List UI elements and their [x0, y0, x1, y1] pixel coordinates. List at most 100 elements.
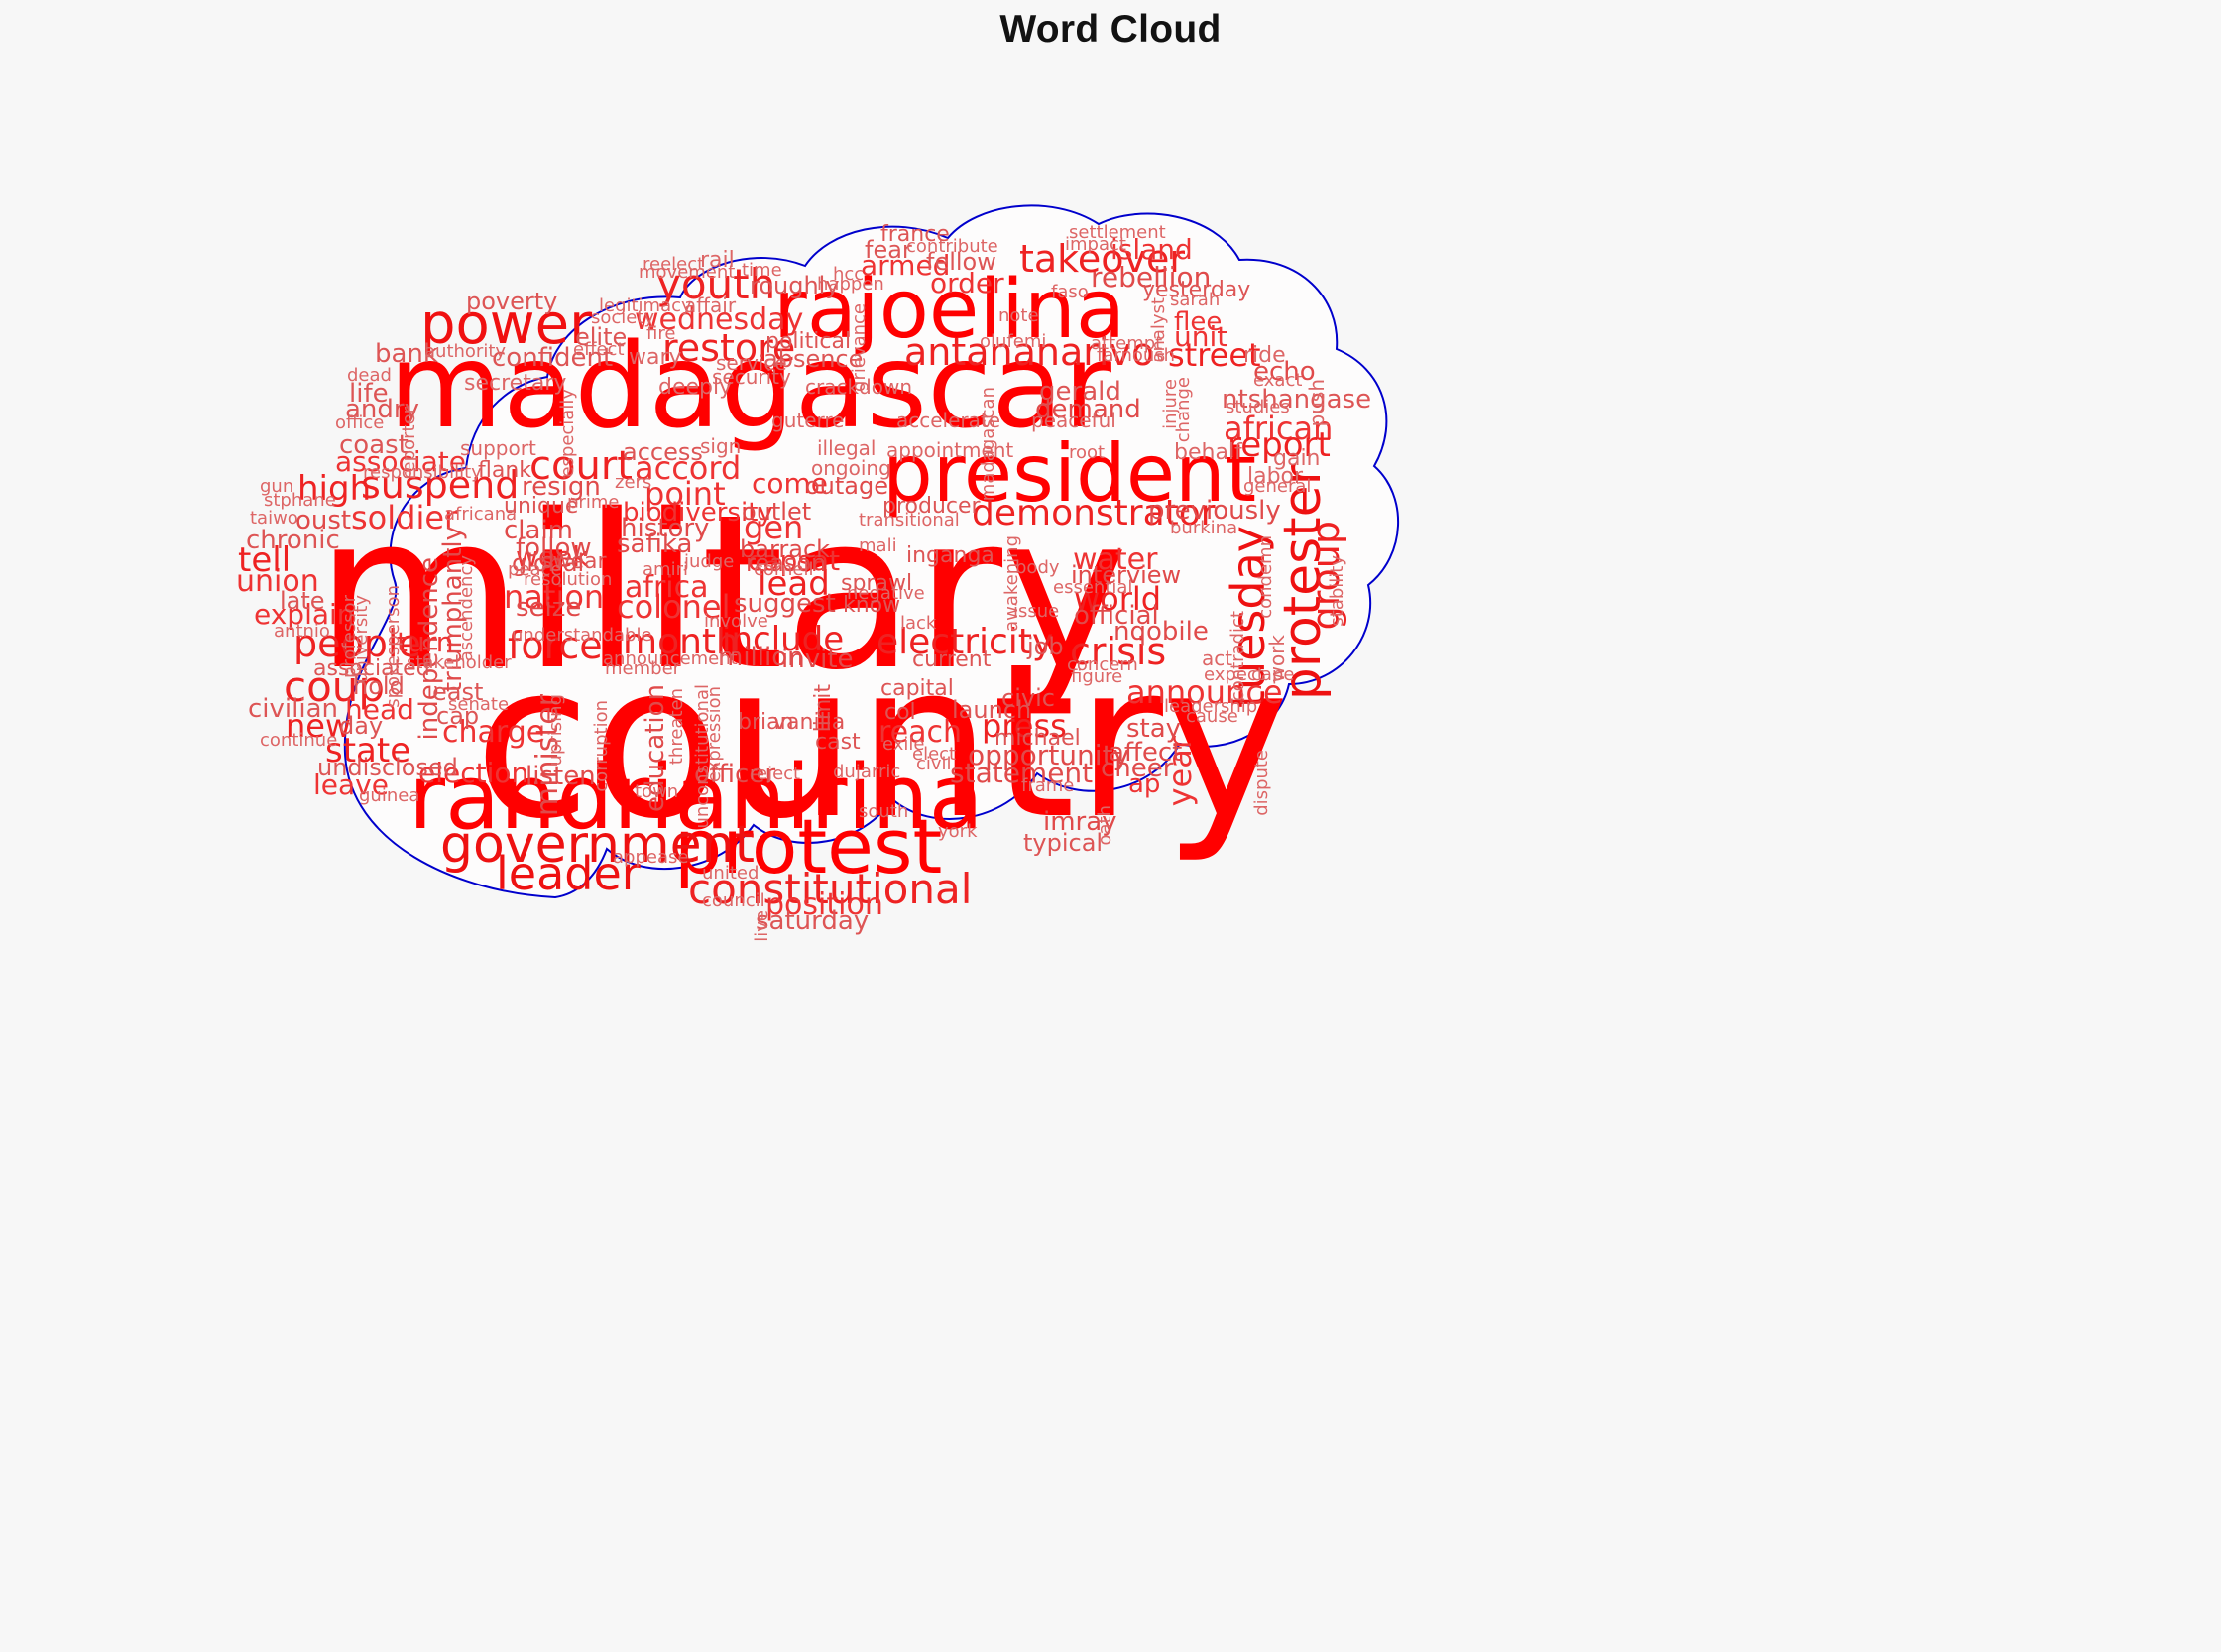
- cloud-word: flank: [478, 458, 532, 483]
- cloud-word: cast: [815, 730, 861, 755]
- cloud-word: new: [286, 707, 352, 745]
- cloud-word: uprising: [545, 694, 566, 767]
- cloud-word: york: [938, 821, 978, 842]
- cloud-word: essential: [1053, 577, 1133, 598]
- cloud-word: taiwo: [250, 508, 298, 529]
- cloud-word: ascendency: [456, 555, 477, 662]
- cloud-word: reason: [746, 549, 827, 577]
- cloud-word: crackdown: [805, 375, 913, 399]
- cloud-word: affair: [684, 294, 737, 317]
- cloud-word: soldier: [351, 499, 458, 536]
- cloud-word: randrianirina: [409, 746, 984, 850]
- cloud-word: opportunity: [968, 739, 1130, 771]
- cloud-word: launch: [952, 696, 1032, 724]
- cloud-word: leader: [496, 847, 641, 900]
- cloud-word: point: [644, 475, 726, 513]
- cloud-word: resolution: [524, 569, 613, 590]
- cloud-word: behalf: [1174, 440, 1242, 465]
- cloud-word: know: [843, 593, 901, 618]
- cloud-word: street: [1168, 336, 1261, 374]
- cloud-word: movement: [639, 262, 736, 283]
- cloud-word: inganga: [906, 543, 994, 568]
- cloud-word: announce: [1126, 673, 1283, 711]
- cloud-word: burkina: [1170, 518, 1238, 538]
- cloud-word: rajoelina: [773, 263, 1126, 357]
- cloud-word: seize: [516, 593, 582, 623]
- cloud-word: country: [474, 617, 1290, 866]
- cloud-word: secretary: [464, 371, 567, 396]
- cloud-word: leadership: [1164, 696, 1258, 717]
- cloud-word: unique: [504, 494, 579, 519]
- cloud-word: chronic: [246, 526, 340, 555]
- cloud-word: frame: [1021, 775, 1075, 796]
- cloud-word: safika: [617, 530, 693, 559]
- cloud-word: civilian: [248, 694, 338, 724]
- cloud-word: unit: [1174, 320, 1228, 353]
- cloud-word: government: [440, 815, 756, 875]
- cloud-word: cape: [1251, 664, 1295, 685]
- cloud-word: political: [765, 329, 852, 354]
- cloud-word: senate: [448, 694, 510, 715]
- cloud-word: negative: [847, 583, 925, 604]
- cloud-word: nqobile: [1113, 617, 1209, 647]
- cloud-word: elite: [575, 323, 628, 351]
- cloud-word: threaten: [666, 688, 687, 766]
- cloud-word: contribute: [906, 236, 998, 257]
- cloud-word: act: [1202, 647, 1233, 670]
- cloud-word: involve: [704, 611, 768, 632]
- cloud-word: resign: [522, 472, 601, 502]
- cloud-word: grievance: [849, 303, 870, 392]
- cloud-word: office: [335, 413, 385, 433]
- cloud-word: general: [1243, 476, 1312, 497]
- cloud-word: people: [293, 622, 421, 665]
- cloud-word: deeply: [658, 375, 733, 400]
- cloud-word: fear: [865, 236, 912, 264]
- cloud-word: corruption: [591, 700, 612, 792]
- cloud-word: support: [460, 436, 536, 460]
- cloud-word: reelect: [643, 254, 705, 275]
- cloud-word: coast: [339, 430, 409, 460]
- cloud-word: water: [1073, 542, 1158, 577]
- cloud-word: understandable: [512, 625, 652, 646]
- cloud-word: illegal: [817, 436, 877, 460]
- cloud-word: day: [339, 712, 384, 740]
- cloud-word: charge: [442, 715, 545, 750]
- cloud-word: condemn: [1255, 535, 1276, 619]
- cloud-word: france: [880, 222, 950, 247]
- cloud-word: head: [345, 693, 414, 726]
- cloud-word: labor: [1247, 464, 1304, 489]
- cloud-word: security: [712, 365, 791, 389]
- cloud-word: olufemi: [980, 331, 1047, 352]
- cloud-word: south: [859, 801, 909, 822]
- cloud-word: crisis: [1070, 630, 1167, 673]
- cloud-word: gain: [1273, 446, 1321, 471]
- cloud-word: capital: [880, 676, 954, 701]
- cloud-word: madagascar: [389, 317, 1111, 454]
- cloud-word: high: [297, 469, 372, 509]
- cloud-word: authority: [424, 341, 507, 362]
- cloud-word: lead: [758, 564, 830, 604]
- cloud-word: report: [1227, 425, 1331, 465]
- cloud-word: brian: [738, 710, 794, 735]
- cloud-word: settlement: [1069, 222, 1166, 243]
- cloud-word: access: [623, 438, 703, 466]
- cloud-word: suggest: [734, 589, 836, 619]
- cloud-word: ap: [1128, 769, 1161, 799]
- cloud-word: attempt: [1091, 333, 1163, 354]
- cloud-word: continue: [260, 730, 338, 751]
- cloud-word: court: [529, 443, 633, 489]
- cloud-word: life: [349, 379, 389, 409]
- cloud-word: ride: [1243, 343, 1286, 368]
- cloud-word: barrack: [740, 535, 831, 563]
- cloud-word: andry: [345, 395, 419, 424]
- cloud-word: vanilla: [773, 710, 846, 735]
- cloud-word: expression: [704, 686, 725, 783]
- cloud-word: million: [718, 643, 804, 672]
- cloud-word: accelerate: [896, 409, 1001, 432]
- cloud-word: military: [315, 468, 1129, 717]
- cloud-word: figure: [1071, 666, 1123, 687]
- cloud-word: farnoush: [1097, 345, 1176, 366]
- cloud-word: responsibility: [363, 462, 482, 483]
- cloud-word: gun: [260, 476, 294, 497]
- cloud-word: injure: [1160, 379, 1181, 429]
